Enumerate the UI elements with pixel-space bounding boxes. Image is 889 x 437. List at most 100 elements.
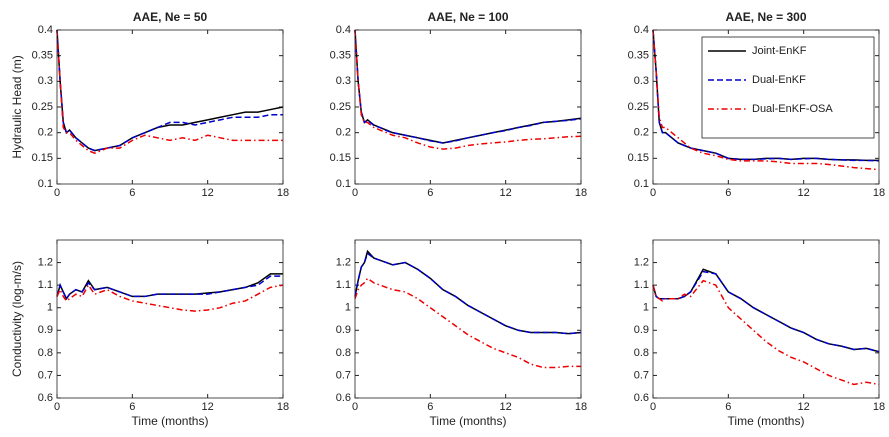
y-tick-label: 1.1 <box>38 279 53 291</box>
y-tick-label: 0.35 <box>32 50 53 62</box>
x-axis-label: Time (months) <box>728 414 805 428</box>
plot-area <box>57 30 283 184</box>
x-tick-label: 0 <box>54 187 60 199</box>
x-tick-label: 12 <box>202 401 214 413</box>
x-tick-label: 18 <box>277 187 289 199</box>
x-tick-label: 0 <box>352 401 358 413</box>
y-tick-label: 0.3 <box>336 75 351 87</box>
series-line <box>652 29 880 171</box>
y-tick-label: 1 <box>643 302 649 314</box>
y-tick-label: 0.3 <box>38 75 53 87</box>
x-tick-label: 12 <box>500 187 512 199</box>
y-tick-label: 0.4 <box>634 24 649 36</box>
subplot-title: AAE, Ne = 50 <box>133 10 208 24</box>
series-line <box>56 283 284 312</box>
series-line <box>354 29 582 150</box>
y-tick-label: 0.6 <box>634 392 649 404</box>
x-tick-label: 18 <box>873 401 885 413</box>
y-tick-label: 0.25 <box>628 101 649 113</box>
y-tick-label: 0.15 <box>32 152 53 164</box>
series-line <box>56 29 283 155</box>
y-tick-label: 0.9 <box>634 324 649 336</box>
x-tick-label: 18 <box>575 187 587 199</box>
y-tick-label: 1.2 <box>336 256 351 268</box>
subplot: AAE, Ne = 100 0.1 0.15 0.2 0.25 0.3 0.35 0.4 0 6 1… <box>330 10 588 199</box>
x-tick-label: 6 <box>129 401 135 413</box>
plot-area <box>57 240 283 398</box>
y-tick-label: 0.9 <box>336 324 351 336</box>
x-tick-label: 12 <box>202 187 214 199</box>
series-line <box>56 29 284 152</box>
legend-box <box>701 36 875 139</box>
x-tick-label: 12 <box>798 401 810 413</box>
axes-frame <box>652 29 880 185</box>
y-tick-label: 0.7 <box>336 369 351 381</box>
plot-area <box>355 30 581 184</box>
y-tick-label: 0.6 <box>336 392 351 404</box>
axes-frame <box>56 239 284 399</box>
y-axis-label: Conductivity (log-m/s) <box>10 261 24 377</box>
x-tick-label: 6 <box>129 187 135 199</box>
x-tick-label: 0 <box>650 401 656 413</box>
y-tick-label: 0.7 <box>38 369 53 381</box>
x-tick-label: 0 <box>650 187 656 199</box>
y-tick-label: 1.1 <box>336 279 351 291</box>
y-tick-label: 0.8 <box>634 347 649 359</box>
x-axis-label: Time (months) <box>430 414 507 428</box>
y-tick-label: 1.1 <box>634 279 649 291</box>
series-line <box>354 29 582 144</box>
y-tick-label: 0.35 <box>330 50 351 62</box>
y-tick-label: 0.4 <box>336 24 351 36</box>
axes-frame <box>56 29 284 185</box>
plot-area <box>355 240 581 398</box>
legend-label: Joint-EnKF <box>752 45 807 57</box>
x-tick-label: 6 <box>427 401 433 413</box>
series-line <box>56 275 283 301</box>
subplot: Time (months) 0.6 0.7 0.8 0.9 1 1.1 1.2 0 6 12 18 <box>634 239 885 428</box>
y-tick-label: 0.2 <box>38 127 53 139</box>
y-tick-label: 0.2 <box>634 127 649 139</box>
legend: Joint-EnKF Dual-EnKF Dual-EnKF-OSA <box>701 36 875 139</box>
y-tick-label: 0.15 <box>628 152 649 164</box>
y-tick-label: 0.1 <box>634 178 649 190</box>
x-tick-label: 6 <box>725 187 731 199</box>
series-line <box>354 277 581 369</box>
axes-frame <box>354 239 582 399</box>
x-tick-label: 0 <box>352 187 358 199</box>
y-tick-label: 1.2 <box>38 256 53 268</box>
y-tick-label: 0.9 <box>38 324 53 336</box>
x-tick-label: 18 <box>575 401 587 413</box>
x-tick-label: 18 <box>277 401 289 413</box>
subplot: Conductivity (log-m/s) Time (months) 0.6 0.… <box>10 239 289 428</box>
subplot-title: AAE, Ne = 100 <box>427 10 508 24</box>
subplot: Time (months) 0.6 0.7 0.8 0.9 1 1.1 1.2 0 6 12 18 <box>336 239 587 428</box>
subplot: AAE, Ne = 50 Hydraulic Head (m) 0.1 0.15 0.2… <box>10 10 289 199</box>
y-tick-label: 0.8 <box>38 347 53 359</box>
y-tick-label: 1.2 <box>634 256 649 268</box>
y-tick-label: 0.15 <box>330 152 351 164</box>
x-tick-label: 18 <box>873 187 885 199</box>
y-tick-label: 0.6 <box>38 392 53 404</box>
x-tick-label: 6 <box>427 187 433 199</box>
y-tick-label: 1 <box>47 302 53 314</box>
y-axis-label: Hydraulic Head (m) <box>10 55 24 158</box>
y-tick-label: 0.25 <box>330 101 351 113</box>
y-tick-label: 0.35 <box>628 50 649 62</box>
axes-frame <box>652 239 880 399</box>
legend-label: Dual-EnKF <box>752 74 806 86</box>
x-tick-label: 12 <box>798 187 810 199</box>
y-tick-label: 0.25 <box>32 101 53 113</box>
x-axis-label: Time (months) <box>132 414 209 428</box>
subplot: AAE, Ne = 300 0.1 0.15 0.2 0.25 0.3 0.35 0.4 0 6 1… <box>628 10 886 199</box>
y-tick-label: 0.8 <box>336 347 351 359</box>
plot-area <box>653 240 879 398</box>
series-line <box>652 29 880 162</box>
y-tick-label: 1 <box>345 302 351 314</box>
series-line <box>652 279 880 386</box>
legend-label: Dual-EnKF-OSA <box>752 103 833 115</box>
y-tick-label: 0.2 <box>336 127 351 139</box>
y-tick-label: 0.1 <box>336 178 351 190</box>
axes-frame <box>354 29 582 185</box>
y-tick-label: 0.1 <box>38 178 53 190</box>
